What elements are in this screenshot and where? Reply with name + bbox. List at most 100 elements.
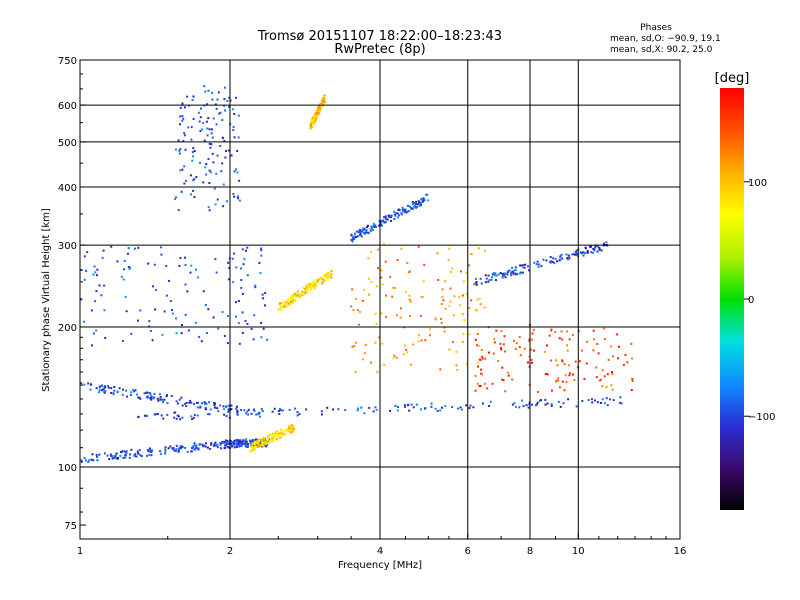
data-point (137, 452, 140, 455)
data-point (260, 407, 263, 410)
data-point (478, 297, 481, 300)
data-point (153, 413, 156, 416)
data-point (481, 402, 484, 405)
data-point (216, 446, 219, 449)
data-point (126, 252, 129, 255)
data-point (384, 221, 387, 224)
data-point (354, 297, 357, 300)
data-point (243, 409, 246, 412)
data-point (125, 389, 128, 392)
data-point (315, 285, 318, 288)
data-point (246, 246, 249, 249)
data-point (288, 426, 291, 429)
data-point (557, 379, 560, 382)
data-point (476, 298, 479, 301)
data-point (211, 152, 214, 155)
data-point (282, 306, 285, 309)
data-point (453, 295, 456, 298)
data-point (537, 263, 540, 266)
data-point (261, 410, 264, 413)
data-point (448, 247, 451, 250)
data-point (235, 96, 238, 99)
data-point (479, 384, 482, 387)
data-point (233, 136, 236, 139)
data-point (516, 273, 519, 276)
data-point (127, 246, 130, 249)
data-point (371, 228, 374, 231)
data-point (201, 443, 204, 446)
data-point (255, 413, 258, 416)
data-point (377, 267, 380, 270)
data-point (188, 104, 191, 107)
data-point (117, 456, 120, 459)
data-point (185, 179, 188, 182)
data-point (164, 452, 167, 455)
data-point (576, 249, 579, 252)
data-point (104, 386, 107, 389)
data-point (406, 210, 409, 213)
x-tick-label-0: 1 (77, 546, 83, 557)
data-point (205, 331, 208, 334)
data-point (327, 274, 330, 277)
data-point (232, 441, 235, 444)
data-point (475, 281, 478, 284)
data-point (593, 338, 596, 341)
data-point (600, 249, 603, 252)
data-point (249, 440, 252, 443)
data-point (220, 441, 223, 444)
data-point (175, 317, 178, 320)
data-point (246, 274, 249, 277)
data-point (271, 437, 274, 440)
data-point (175, 400, 178, 403)
data-point (174, 449, 177, 452)
y-axis-label: Stationary phase Virtual Height [km] (41, 208, 52, 392)
data-point (263, 442, 266, 445)
data-point (571, 253, 574, 256)
data-point (563, 363, 566, 366)
data-point (584, 247, 587, 250)
data-point (400, 212, 403, 215)
data-point (250, 412, 253, 415)
data-point (480, 373, 483, 376)
data-point (487, 274, 490, 277)
data-point (122, 278, 125, 281)
data-point (162, 417, 165, 420)
data-point (273, 433, 276, 436)
data-point (150, 398, 153, 401)
data-point (440, 321, 443, 324)
data-point (204, 407, 207, 410)
data-point (235, 266, 238, 269)
data-point (297, 293, 300, 296)
data-point (195, 401, 198, 404)
data-point (350, 233, 353, 236)
data-point (368, 293, 371, 296)
data-point (80, 298, 83, 301)
data-point (208, 182, 211, 185)
data-point (245, 438, 248, 441)
data-point (223, 441, 226, 444)
data-point (313, 287, 316, 290)
data-point (193, 444, 196, 447)
data-point (512, 273, 515, 276)
data-point (113, 386, 116, 389)
data-point (276, 438, 279, 441)
data-point (491, 382, 494, 385)
data-point (111, 457, 114, 460)
data-point (314, 279, 317, 282)
data-point (421, 295, 424, 298)
data-point (80, 268, 83, 271)
data-point (219, 144, 222, 147)
data-point (315, 281, 318, 284)
data-point (237, 197, 240, 200)
data-point (200, 107, 203, 110)
data-point (404, 208, 407, 211)
data-point (203, 444, 206, 447)
data-point (177, 139, 180, 142)
data-point (425, 193, 428, 196)
data-point (183, 402, 186, 405)
data-point (533, 261, 536, 264)
y-tick-label-5: 500 (58, 138, 77, 149)
data-point (603, 402, 606, 405)
data-point (219, 442, 222, 445)
data-point (440, 302, 443, 305)
